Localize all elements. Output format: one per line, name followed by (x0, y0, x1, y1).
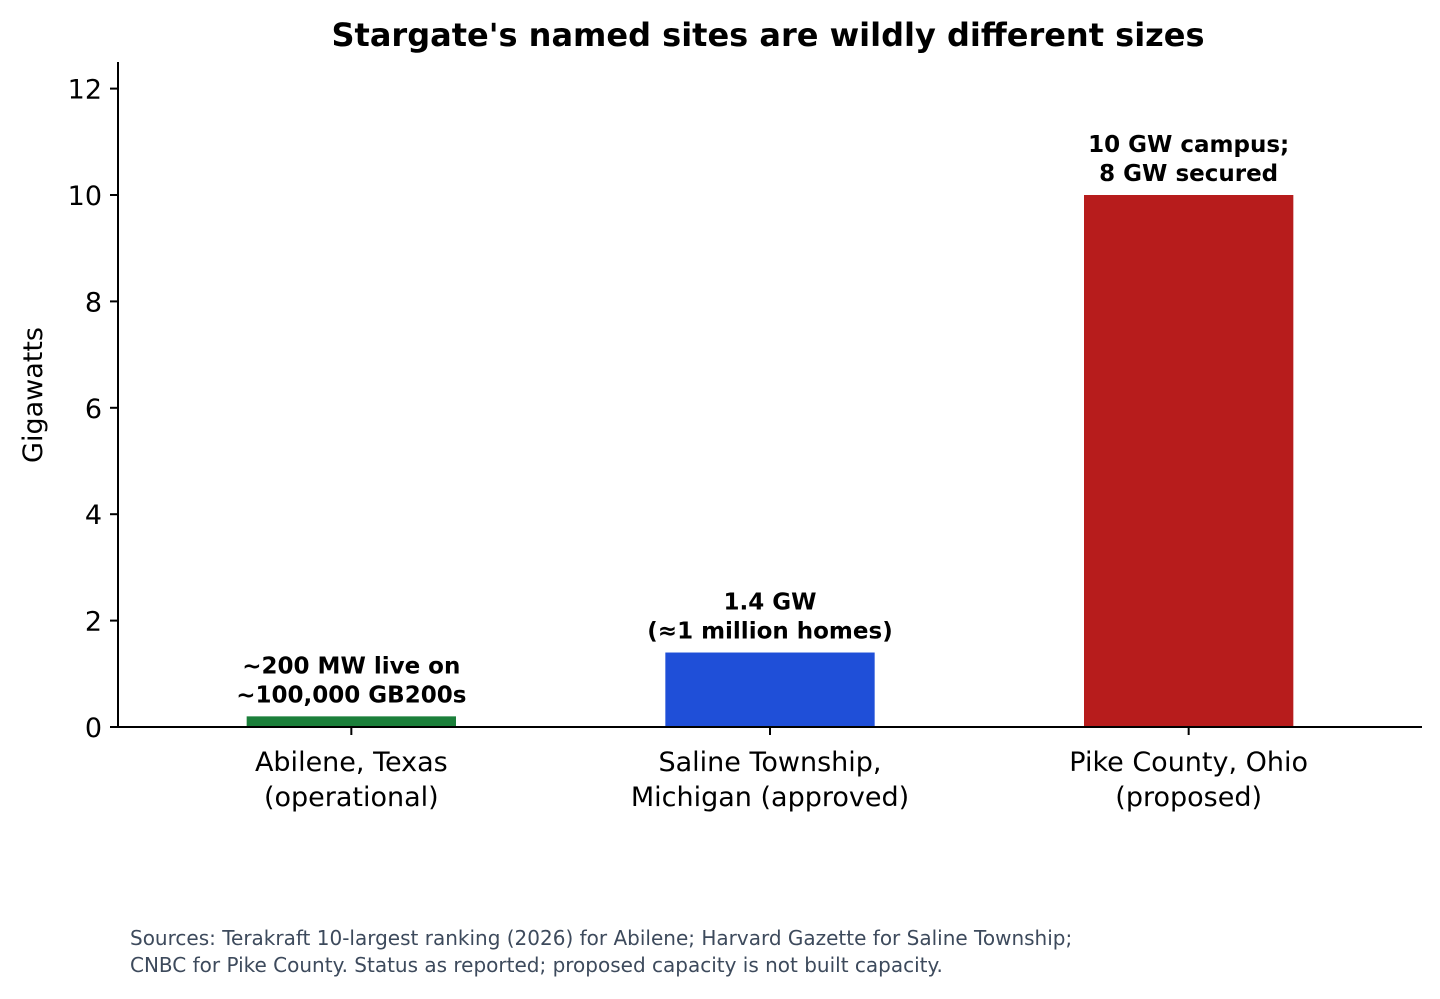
data-label: ~200 MW live on ~100,000 GB200s (236, 653, 466, 708)
data-label: 10 GW campus; 8 GW secured (1088, 132, 1289, 187)
chart-title: Stargate's named sites are wildly differ… (331, 16, 1204, 54)
y-axis-label: Gigawatts (18, 327, 49, 463)
source-note: Sources: Terakraft 10-largest ranking (2… (130, 925, 1330, 979)
x-tick-label: Abilene, Texas (operational) (255, 747, 448, 813)
y-tick-label: 0 (85, 713, 102, 744)
y-tick-label: 6 (85, 394, 102, 425)
y-tick-label: 12 (68, 75, 102, 106)
x-tick-label: Saline Township, Michigan (approved) (631, 747, 909, 813)
data-label: 1.4 GW (≈1 million homes) (647, 590, 892, 645)
bar (665, 652, 875, 727)
y-tick-label: 2 (85, 607, 102, 638)
y-tick-label: 4 (85, 500, 102, 531)
y-tick-label: 10 (68, 181, 102, 212)
source-note-line: Sources: Terakraft 10-largest ranking (2… (130, 926, 1073, 950)
y-tick-label: 8 (85, 287, 102, 318)
x-tick-label: Pike County, Ohio (proposed) (1069, 747, 1308, 813)
bar (246, 716, 456, 727)
bar (1084, 195, 1294, 727)
source-note-line: CNBC for Pike County. Status as reported… (130, 953, 943, 977)
